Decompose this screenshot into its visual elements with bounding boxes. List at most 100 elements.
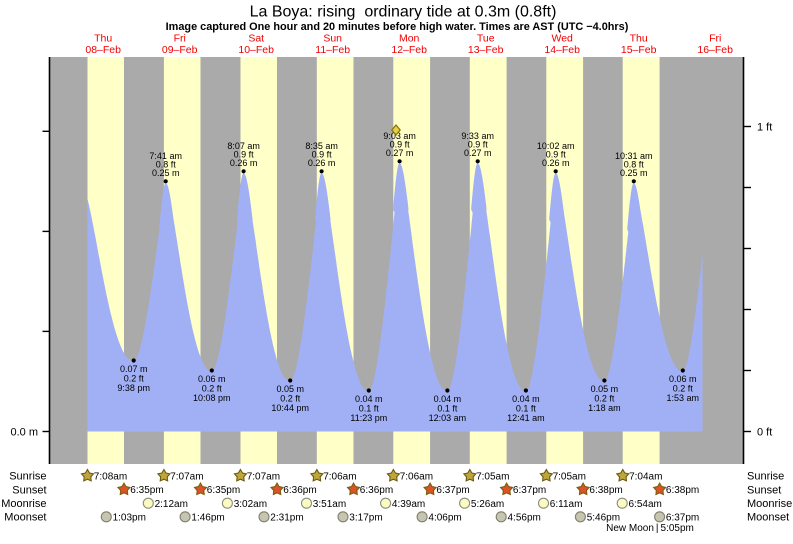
svg-text:Fri: Fri [709,32,721,44]
svg-text:Moonset: Moonset [4,512,46,524]
svg-text:11:23 pm: 11:23 pm [350,413,387,423]
svg-text:10:08 pm: 10:08 pm [193,393,231,403]
svg-text:Sunrise: Sunrise [747,471,784,483]
svg-text:15–Feb: 15–Feb [621,44,657,56]
svg-text:6:35pm: 6:35pm [130,485,163,496]
svg-text:7:05am: 7:05am [553,471,586,482]
svg-text:Sunset: Sunset [747,484,781,496]
svg-text:0.25 m: 0.25 m [620,168,648,178]
svg-text:Fri: Fri [174,32,186,44]
svg-text:0.2 ft: 0.2 ft [202,384,223,394]
svg-text:10:31 am: 10:31 am [615,151,653,161]
svg-text:11–Feb: 11–Feb [315,44,350,56]
svg-text:0.9 ft: 0.9 ft [390,140,411,150]
svg-text:10–Feb: 10–Feb [238,44,274,56]
svg-text:0.2 ft: 0.2 ft [280,394,301,404]
svg-text:7:07am: 7:07am [170,471,203,482]
svg-text:La Boya: rising ordinary tide: La Boya: rising ordinary tide at 0.3m (0… [250,4,557,21]
svg-text:0.04 m: 0.04 m [434,394,462,404]
svg-text:1 ft: 1 ft [757,121,772,133]
svg-text:13–Feb: 13–Feb [468,44,504,56]
svg-text:0.27 m: 0.27 m [386,148,414,158]
svg-text:6:11am: 6:11am [550,499,583,510]
svg-text:0.1 ft: 0.1 ft [516,404,537,414]
svg-text:7:07am: 7:07am [247,471,280,482]
svg-text:5:46pm: 5:46pm [587,512,620,523]
svg-text:0.9 ft: 0.9 ft [312,150,333,160]
svg-text:5:26am: 5:26am [471,499,504,510]
svg-text:3:51am: 3:51am [313,499,346,510]
svg-text:Wed: Wed [551,32,573,44]
svg-text:0 ft: 0 ft [757,426,772,438]
svg-text:1:18 am: 1:18 am [588,403,621,413]
svg-text:9:03 am: 9:03 am [383,131,416,141]
svg-text:6:36pm: 6:36pm [360,485,393,496]
svg-text:Image captured One hour and 20: Image captured One hour and 20 minutes b… [166,21,629,33]
svg-text:6:37pm: 6:37pm [666,512,699,523]
svg-text:0.9 ft: 0.9 ft [546,150,567,160]
svg-text:1:53 am: 1:53 am [667,393,700,403]
svg-text:0.06 m: 0.06 m [669,374,697,384]
svg-text:0.2 ft: 0.2 ft [124,374,145,384]
svg-text:0.0 m: 0.0 m [10,426,38,438]
svg-text:6:35pm: 6:35pm [207,485,240,496]
svg-text:0.27 m: 0.27 m [464,148,492,158]
svg-text:8:35 am: 8:35 am [305,141,338,151]
svg-text:New Moon | 5:05pm: New Moon | 5:05pm [606,523,694,534]
svg-text:0.26 m: 0.26 m [542,158,570,168]
svg-text:0.05 m: 0.05 m [591,384,619,394]
svg-text:08–Feb: 08–Feb [85,44,121,56]
svg-text:2:12am: 2:12am [155,499,188,510]
svg-text:Moonrise: Moonrise [747,498,792,510]
svg-text:2:31pm: 2:31pm [270,512,303,523]
svg-text:4:39am: 4:39am [392,499,425,510]
svg-text:0.1 ft: 0.1 ft [359,404,380,414]
svg-text:Mon: Mon [399,32,420,44]
svg-text:0.07 m: 0.07 m [120,364,148,374]
svg-text:9:33 am: 9:33 am [461,131,494,141]
svg-text:6:36pm: 6:36pm [283,485,316,496]
svg-text:0.2 ft: 0.2 ft [594,394,615,404]
svg-text:09–Feb: 09–Feb [162,44,198,56]
svg-text:0.04 m: 0.04 m [355,394,383,404]
svg-text:10:02 am: 10:02 am [537,141,575,151]
svg-text:1:46pm: 1:46pm [191,512,224,523]
svg-text:7:05am: 7:05am [476,471,509,482]
svg-text:6:37pm: 6:37pm [513,485,546,496]
svg-text:7:06am: 7:06am [323,471,356,482]
svg-text:0.9 ft: 0.9 ft [234,150,255,160]
svg-text:0.04 m: 0.04 m [512,394,540,404]
svg-text:7:41 am: 7:41 am [149,151,182,161]
svg-text:6:37pm: 6:37pm [436,485,469,496]
svg-text:0.9 ft: 0.9 ft [468,140,489,150]
svg-text:14–Feb: 14–Feb [544,44,580,56]
svg-text:0.25 m: 0.25 m [152,168,180,178]
svg-text:0.8 ft: 0.8 ft [624,160,645,170]
svg-text:6:38pm: 6:38pm [589,485,622,496]
svg-text:6:54am: 6:54am [629,499,662,510]
svg-text:0.1 ft: 0.1 ft [437,404,458,414]
svg-text:16–Feb: 16–Feb [697,44,733,56]
svg-text:Tue: Tue [477,32,495,44]
svg-text:Sun: Sun [323,32,342,44]
svg-text:0.26 m: 0.26 m [230,158,258,168]
svg-text:12:03 am: 12:03 am [429,413,467,423]
svg-text:10:44 pm: 10:44 pm [271,403,309,413]
svg-text:0.26 m: 0.26 m [308,158,336,168]
svg-text:7:08am: 7:08am [94,471,127,482]
svg-text:Sunrise: Sunrise [9,471,46,483]
svg-text:Sat: Sat [248,32,264,44]
svg-text:Sunset: Sunset [12,484,46,496]
svg-text:7:04am: 7:04am [629,471,662,482]
svg-text:1:03pm: 1:03pm [113,512,146,523]
svg-text:8:07 am: 8:07 am [227,141,260,151]
svg-text:3:02am: 3:02am [234,499,267,510]
svg-text:0.06 m: 0.06 m [198,374,226,384]
svg-text:12:41 am: 12:41 am [507,413,545,423]
svg-text:6:38pm: 6:38pm [666,485,699,496]
svg-text:4:56pm: 4:56pm [508,512,541,523]
svg-text:0.8 ft: 0.8 ft [156,160,177,170]
svg-text:3:17pm: 3:17pm [349,512,382,523]
svg-text:4:06pm: 4:06pm [428,512,461,523]
svg-text:7:06am: 7:06am [400,471,433,482]
